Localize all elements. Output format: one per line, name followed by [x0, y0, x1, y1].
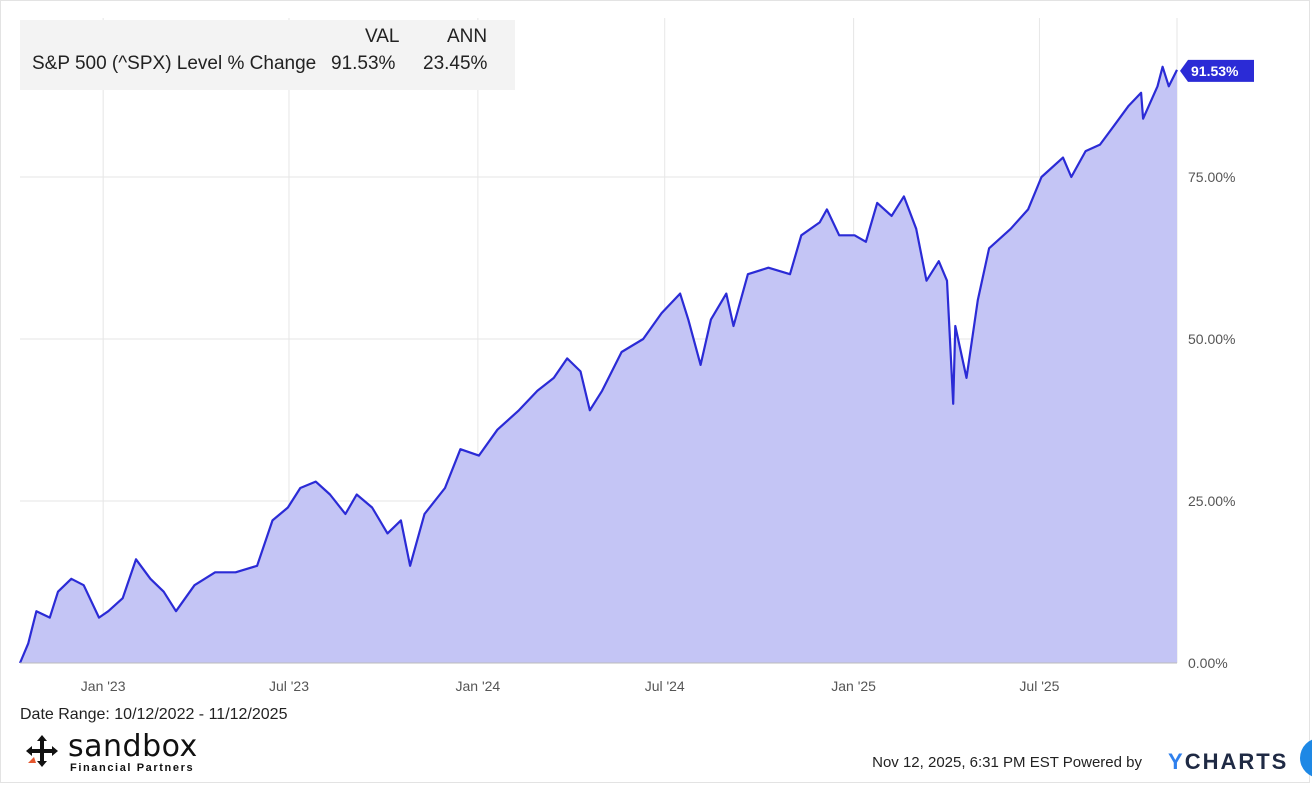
arrows-cross-icon — [26, 735, 58, 767]
legend-col-ann: ANN — [447, 26, 488, 47]
logo-word: sandbox — [68, 729, 198, 764]
ycharts-logo-text: CHARTS — [1184, 749, 1289, 774]
legend-series-label[interactable]: S&P 500 (^SPX) Level % Change — [32, 53, 317, 74]
y-tick-label: 75.00% — [1188, 169, 1235, 185]
legend-box: VAL ANN S&P 500 (^SPX) Level % Change 91… — [20, 20, 515, 90]
series-area — [20, 66, 1177, 664]
last-value-label: 91.53% — [1191, 63, 1239, 79]
x-tick-label: Jul '25 — [1019, 678, 1059, 694]
x-tick-label: Jan '24 — [456, 678, 501, 694]
sandbox-logo[interactable]: sandbox Financial Partners — [24, 729, 224, 777]
logo-subtitle: Financial Partners — [70, 762, 195, 774]
legend-val: 91.53% — [331, 53, 396, 74]
last-value-badge-shape — [1180, 59, 1254, 82]
y-tick-label: 0.00% — [1188, 655, 1228, 671]
help-bubble[interactable] — [1300, 738, 1312, 778]
x-tick-label: Jan '25 — [831, 678, 876, 694]
x-tick-label: Jan '23 — [81, 678, 126, 694]
x-tick-label: Jul '23 — [269, 678, 309, 694]
x-axis-ticks: Jan '23 Jul '23 Jan '24 Jul '24 Jan '25 Jul '… — [81, 678, 1060, 694]
x-tick-label: Jul '24 — [645, 678, 685, 694]
last-value-badge: 91.53% — [1180, 59, 1254, 82]
y-tick-label: 50.00% — [1188, 331, 1235, 347]
legend-ann: 23.45% — [423, 53, 488, 74]
ycharts-logo-y: Y — [1168, 749, 1185, 774]
date-range: Date Range: 10/12/2022 - 11/12/2025 — [20, 706, 288, 723]
y-tick-label: 25.00% — [1188, 493, 1235, 509]
footer-timestamp: Nov 12, 2025, 6:31 PM EST Powered by — [872, 754, 1142, 771]
legend-col-val: VAL — [365, 26, 400, 47]
ycharts-logo[interactable]: YCHARTS — [1168, 749, 1288, 775]
series-line[interactable] — [18, 65, 1178, 664]
y-axis-ticks: 0.00% 25.00% 50.00% 75.00% — [1188, 169, 1235, 671]
